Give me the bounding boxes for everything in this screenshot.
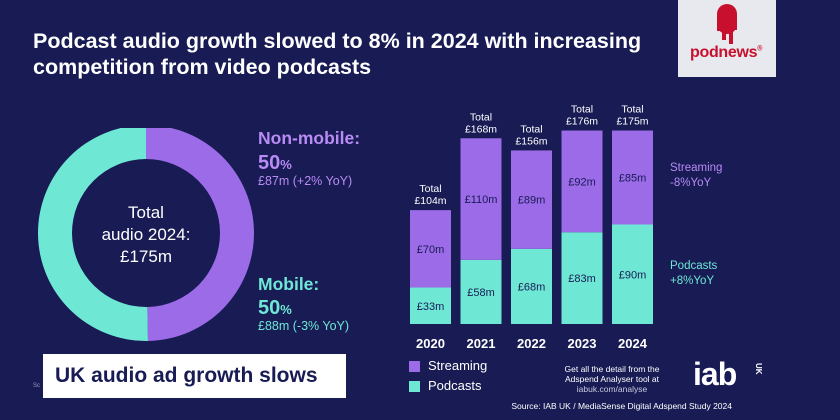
donut-slice-mobile [38,128,148,341]
total-label-2020-1: £104m [414,195,446,207]
donut-center-line-2: audio 2024: [102,225,191,244]
podnews-logo[interactable]: podnews® [678,0,776,77]
promo-link[interactable]: iabuk.com/analyse [576,384,648,394]
bar-podcasts-2023 [561,232,603,324]
total-label-2022-1: £156m [515,135,547,147]
legend-swatch-podcasts [409,381,420,392]
bar-label-streaming-2022: £89m [518,195,546,207]
total-label-2024-0: Total [621,104,643,116]
bar-label-podcasts-2022: £68m [518,281,546,293]
bar-label-streaming-2020: £70m [417,244,445,256]
x-tick-2020: 2020 [416,336,445,351]
bar-label-streaming-2021: £110m [465,194,498,206]
iab-logo-suffix: UK [754,363,763,375]
mobile-detail: £88m (-3% YoY) [258,319,350,333]
x-tick-2024: 2024 [618,336,648,351]
bar-streaming-2021 [460,138,502,260]
total-label-2021-0: Total [470,111,492,123]
bar-label-podcasts-2020: £33m [417,301,445,313]
mobile-percent: 50% [258,297,292,319]
bar-streaming-2023 [561,130,603,233]
donut-center-line-3: £175m [120,247,172,266]
legend-podcasts: Podcasts [428,378,482,393]
microphone-icon [717,4,737,44]
total-label-2020-0: Total [419,183,441,195]
bar-podcasts-2020 [410,287,451,324]
bar-podcasts-2024 [612,224,653,324]
bar-label-podcasts-2024: £90m [619,269,647,281]
iab-logo[interactable]: iab [693,356,737,392]
promo-text: Get all the detail from the Adspend Anal… [538,364,686,394]
streaming-side-label: Streaming -8%YoY [670,162,723,189]
total-label-2021-1: £168m [465,123,497,135]
bar-label-streaming-2023: £92m [568,176,596,188]
total-label-2023-1: £176m [566,116,598,128]
total-label-2023-0: Total [571,104,593,116]
bar-label-podcasts-2021: £58m [467,287,495,299]
footer-mark: Sc [33,383,41,389]
bar-label-streaming-2024: £85m [619,173,647,185]
bar-streaming-2022 [511,150,552,249]
donut-chart: Total audio 2024: £175m [38,128,254,341]
non-mobile-percent: 50% [258,152,292,174]
bar-podcasts-2021 [460,259,502,324]
source-note: Source: IAB UK / MediaSense Digital Adsp… [511,401,732,411]
bar-podcasts-2022 [511,248,552,324]
bar-streaming-2020 [410,210,451,288]
x-tick-2023: 2023 [568,336,597,351]
legend-streaming: Streaming [428,358,488,373]
total-label-2024-1: £175m [616,116,648,128]
stacked-bar-chart: £33m£70mTotal£104m2020£58m£110mTotal£168… [410,104,653,351]
x-tick-2021: 2021 [467,336,496,351]
total-label-2022-0: Total [520,123,542,135]
x-tick-2022: 2022 [517,336,546,351]
donut-slice-non-mobile [146,128,254,341]
bar-streaming-2024 [612,130,653,225]
mobile-label: Mobile: [258,274,320,294]
bar-label-podcasts-2023: £83m [568,273,596,285]
donut-center-line-1: Total [128,203,164,222]
podcasts-side-label: Podcasts +8%YoY [670,260,718,287]
non-mobile-detail: £87m (+2% YoY) [258,174,353,188]
non-mobile-label: Non-mobile: [258,128,361,148]
legend-swatch-streaming [409,361,420,372]
headline-banner: UK audio ad growth slows [43,354,346,398]
podnews-wordmark: podnews® [690,44,763,61]
page-title: Podcast audio growth slowed to 8% in 202… [33,29,642,79]
